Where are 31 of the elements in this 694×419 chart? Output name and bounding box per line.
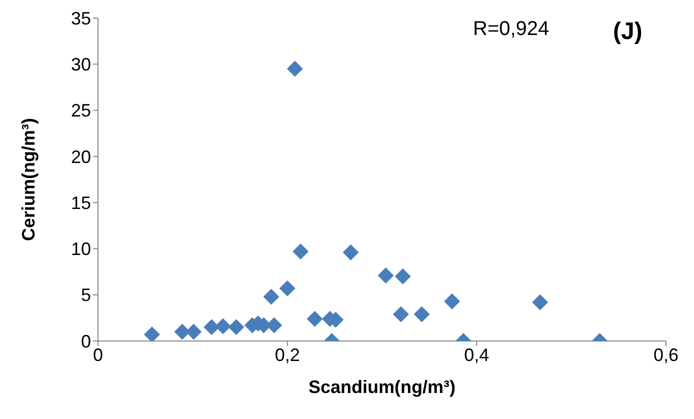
point	[394, 268, 411, 284]
point	[286, 60, 303, 77]
point	[144, 326, 160, 341]
y-axis-title: Cerium(ng/m³)	[18, 118, 38, 241]
point	[392, 306, 409, 322]
y-tick-label: 25	[70, 100, 91, 121]
point	[204, 319, 220, 336]
point	[228, 319, 244, 336]
point	[292, 243, 309, 260]
x-tick-label: 0,2	[274, 344, 300, 365]
annotation: R=0,924	[473, 18, 550, 41]
x-tick-label: 0,4	[464, 344, 490, 365]
point	[444, 293, 460, 310]
y-tick-label: 30	[70, 54, 91, 75]
x-axis-title: Scandium(ng/m³)	[308, 377, 456, 397]
y-tick-label: 15	[70, 192, 91, 213]
y-tick-label: 0	[80, 331, 91, 352]
point	[279, 280, 296, 296]
point	[214, 318, 231, 334]
y-tick-label: 5	[80, 285, 91, 306]
point	[263, 288, 280, 305]
point	[306, 310, 323, 327]
x-tick-label: 0,6	[653, 344, 679, 365]
point	[378, 267, 394, 284]
y-tick-label: 35	[70, 8, 91, 28]
y-tick-label: 10	[70, 239, 91, 260]
point	[532, 294, 548, 310]
point	[342, 244, 359, 260]
annotation: (J)	[613, 18, 642, 46]
y-tick-label: 20	[70, 146, 91, 167]
point	[414, 306, 430, 322]
